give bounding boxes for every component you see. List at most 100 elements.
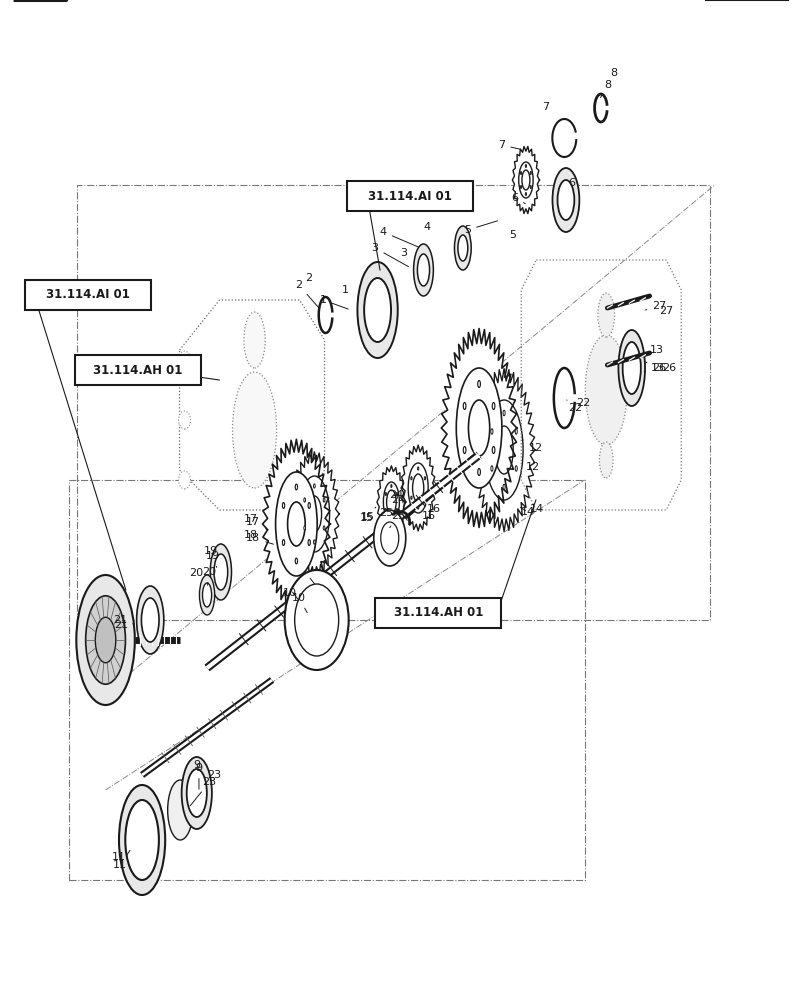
Text: 12: 12 [526, 462, 539, 472]
Polygon shape [440, 329, 517, 527]
Ellipse shape [232, 372, 277, 488]
Ellipse shape [413, 244, 433, 296]
Text: 9: 9 [193, 760, 200, 770]
Text: 3: 3 [371, 243, 408, 267]
Ellipse shape [282, 540, 285, 545]
Text: 10: 10 [282, 588, 296, 598]
Ellipse shape [491, 402, 494, 410]
Text: 18: 18 [246, 533, 273, 544]
Ellipse shape [408, 463, 427, 513]
Ellipse shape [187, 769, 207, 817]
Text: 17: 17 [244, 514, 258, 524]
Text: 7: 7 [541, 102, 548, 112]
Ellipse shape [298, 476, 329, 552]
Text: 19: 19 [204, 546, 217, 556]
Bar [24, 280, 151, 310]
Ellipse shape [503, 484, 504, 490]
Text: 1: 1 [341, 285, 349, 295]
Text: 21: 21 [113, 615, 134, 625]
Ellipse shape [457, 235, 467, 261]
Ellipse shape [390, 516, 392, 520]
Ellipse shape [525, 193, 526, 196]
Ellipse shape [520, 172, 521, 175]
Ellipse shape [417, 467, 418, 470]
Polygon shape [473, 369, 534, 531]
Ellipse shape [585, 335, 626, 445]
Text: 31.114.AI 01: 31.114.AI 01 [367, 190, 452, 203]
Text: 14: 14 [529, 504, 543, 514]
Text: 23: 23 [190, 777, 217, 806]
Ellipse shape [521, 170, 530, 190]
Ellipse shape [597, 293, 614, 337]
Text: 11: 11 [112, 852, 126, 862]
Ellipse shape [599, 442, 612, 478]
Text: 31.114.AH 01: 31.114.AH 01 [93, 363, 182, 376]
Ellipse shape [167, 780, 193, 840]
Ellipse shape [424, 496, 425, 499]
Ellipse shape [495, 426, 513, 474]
Text: 4: 4 [380, 227, 418, 247]
Ellipse shape [468, 400, 489, 456]
Text: 9: 9 [195, 763, 202, 789]
Ellipse shape [313, 540, 315, 544]
Ellipse shape [390, 485, 392, 488]
Ellipse shape [178, 351, 191, 369]
Ellipse shape [313, 484, 315, 488]
Text: 25: 25 [379, 508, 393, 518]
Polygon shape [290, 452, 339, 576]
Polygon shape [376, 466, 406, 538]
Text: 6: 6 [568, 178, 575, 188]
Ellipse shape [424, 477, 425, 480]
Text: 13: 13 [643, 363, 664, 373]
Text: 26: 26 [645, 362, 666, 373]
Ellipse shape [503, 410, 504, 416]
Ellipse shape [178, 411, 191, 429]
Text: 5: 5 [508, 230, 516, 240]
Ellipse shape [491, 429, 492, 434]
Text: 18: 18 [244, 530, 258, 540]
Text: 22: 22 [566, 400, 581, 413]
Text: 8: 8 [600, 80, 610, 98]
Ellipse shape [396, 492, 397, 495]
Ellipse shape [136, 586, 164, 654]
Ellipse shape [357, 262, 397, 358]
Text: 15: 15 [361, 512, 375, 522]
Ellipse shape [463, 446, 466, 454]
Text: 27: 27 [645, 301, 666, 311]
Text: 19: 19 [205, 551, 220, 567]
Ellipse shape [622, 342, 640, 394]
Ellipse shape [178, 471, 191, 489]
Text: 12: 12 [523, 440, 543, 453]
Text: 15: 15 [359, 507, 375, 523]
Text: 10: 10 [291, 593, 307, 613]
Text: 6: 6 [511, 193, 525, 204]
Ellipse shape [214, 554, 227, 590]
Bar [346, 181, 473, 211]
Ellipse shape [86, 596, 125, 684]
Ellipse shape [363, 278, 391, 342]
Text: 26: 26 [661, 363, 676, 373]
Ellipse shape [307, 540, 310, 545]
Polygon shape [262, 439, 330, 609]
Text: 27: 27 [659, 306, 673, 316]
Ellipse shape [383, 482, 399, 522]
Text: 3: 3 [400, 248, 407, 258]
Ellipse shape [514, 466, 517, 471]
Ellipse shape [417, 254, 429, 286]
Ellipse shape [618, 330, 644, 406]
Text: 14: 14 [520, 507, 534, 517]
Text: 31.114.AH 01: 31.114.AH 01 [393, 606, 483, 619]
Text: 16: 16 [421, 503, 436, 521]
Ellipse shape [373, 510, 406, 566]
Ellipse shape [125, 800, 159, 880]
Ellipse shape [303, 498, 305, 502]
Text: 31.114.AI 01: 31.114.AI 01 [45, 288, 130, 302]
Ellipse shape [380, 522, 398, 554]
Text: 24: 24 [388, 490, 403, 500]
Text: 17: 17 [246, 517, 268, 530]
Ellipse shape [384, 492, 386, 495]
Ellipse shape [491, 446, 494, 454]
Ellipse shape [412, 474, 423, 502]
Ellipse shape [95, 617, 116, 663]
Ellipse shape [202, 583, 212, 607]
